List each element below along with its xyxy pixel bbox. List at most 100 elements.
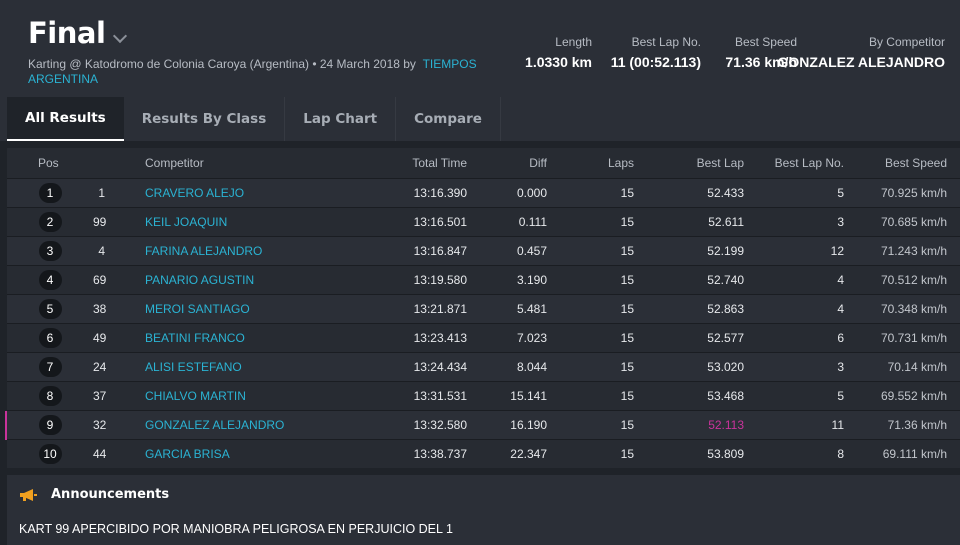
- laps-count: 15: [620, 215, 634, 229]
- total-time: 13:16.847: [413, 244, 467, 258]
- table-row[interactable]: 8 37 CHIALVO MARTIN 13:31.531 15.141 15 53.468…: [7, 381, 960, 410]
- table-row[interactable]: 5 38 MEROI SANTIAGO 13:21.871 5.481 15 52.863 4…: [7, 294, 960, 323]
- diff-value: 7.023: [516, 331, 547, 345]
- laps-count: 15: [620, 244, 634, 258]
- tab-all-results[interactable]: All Results: [7, 97, 124, 141]
- col-competitor[interactable]: Competitor: [145, 156, 204, 170]
- best-speed: 70.14 km/h: [887, 360, 947, 374]
- table-row[interactable]: 2 99 KEIL JOAQUIN 13:16.501 0.111 15 52.611 3 70…: [7, 207, 960, 236]
- pos-cell: 2: [7, 212, 93, 232]
- stat-label: By Competitor: [868, 35, 945, 49]
- best-lap: 52.199: [707, 244, 744, 258]
- total-time: 13:32.580: [413, 418, 467, 432]
- best-speed: 70.925 km/h: [880, 186, 947, 200]
- best-lap-no: 3: [837, 360, 844, 374]
- col-best-lap-no[interactable]: Best Lap No.: [774, 156, 844, 170]
- stat-value: GONZALEZ ALEJANDRO: [777, 54, 945, 70]
- competitor-link[interactable]: KEIL JOAQUIN: [145, 215, 228, 229]
- best-speed: 70.731 km/h: [880, 331, 947, 345]
- event-subtitle: Karting @ Katodromo de Colonia Caroya (A…: [28, 57, 488, 87]
- col-total-time[interactable]: Total Time: [412, 156, 467, 170]
- col-diff[interactable]: Diff: [529, 156, 547, 170]
- announcements-header: Announcements: [19, 487, 169, 502]
- diff-value: 3.190: [516, 273, 547, 287]
- table-row[interactable]: 9 32 GONZALEZ ALEJANDRO 13:32.580 16.190 15 52…: [5, 410, 960, 440]
- best-lap-no: 4: [837, 302, 844, 316]
- position-badge: 6: [38, 328, 62, 348]
- car-number: 1: [98, 186, 105, 200]
- laps-count: 15: [620, 331, 634, 345]
- pos-cell: 5: [7, 299, 93, 319]
- session-title[interactable]: Final: [28, 16, 106, 50]
- best-speed: 70.348 km/h: [880, 302, 947, 316]
- results-table: Pos Competitor Total Time Diff Laps Best…: [5, 148, 960, 468]
- laps-count: 15: [620, 186, 634, 200]
- best-lap: 53.020: [707, 360, 744, 374]
- diff-value: 5.481: [516, 302, 547, 316]
- car-number: 49: [93, 331, 107, 345]
- pos-cell: 4: [7, 270, 93, 290]
- best-speed: 70.512 km/h: [880, 273, 947, 287]
- position-badge: 9: [38, 415, 62, 435]
- total-time: 13:16.501: [413, 215, 467, 229]
- best-lap-no: 5: [837, 186, 844, 200]
- position-badge: 1: [38, 183, 62, 203]
- competitor-link[interactable]: PANARIO AGUSTIN: [145, 273, 255, 287]
- position-badge: 2: [38, 212, 62, 232]
- best-lap-no: 11: [831, 418, 844, 432]
- col-pos[interactable]: Pos: [38, 156, 59, 170]
- best-speed: 69.111 km/h: [882, 447, 947, 461]
- stat-length: Length 1.0330 km: [525, 35, 592, 70]
- competitor-link[interactable]: FARINA ALEJANDRO: [145, 244, 263, 258]
- laps-count: 15: [620, 447, 634, 461]
- competitor-link[interactable]: CRAVERO ALEJO: [145, 186, 245, 200]
- best-lap: 52.863: [707, 302, 744, 316]
- pos-cell: 1: [7, 183, 93, 203]
- stat-label: Best Speed: [734, 35, 797, 49]
- competitor-link[interactable]: MEROI SANTIAGO: [145, 302, 250, 316]
- car-number: 44: [93, 447, 107, 461]
- best-lap-no: 8: [837, 447, 844, 461]
- tab-results-by-class[interactable]: Results By Class: [124, 97, 286, 141]
- best-lap-no: 4: [837, 273, 844, 287]
- best-lap-no: 6: [837, 331, 844, 345]
- table-row[interactable]: 1 1 CRAVERO ALEJO 13:16.390 0.000 15 52.433 5 70…: [7, 178, 960, 207]
- position-badge: 10: [38, 444, 62, 464]
- pos-cell: 7: [7, 357, 93, 377]
- chevron-down-icon[interactable]: [113, 28, 128, 44]
- diff-value: 16.190: [510, 418, 547, 432]
- best-speed: 71.36 km/h: [887, 418, 947, 432]
- car-number: 69: [93, 273, 107, 287]
- col-best-speed[interactable]: Best Speed: [884, 156, 947, 170]
- table-row[interactable]: 10 44 GARCIA BRISA 13:38.737 22.347 15 53.809 8…: [7, 439, 960, 468]
- competitor-link[interactable]: GARCIA BRISA: [145, 447, 230, 461]
- competitor-link[interactable]: ALISI ESTEFANO: [145, 360, 242, 374]
- best-lap: 52.113: [708, 418, 744, 432]
- total-time: 13:21.871: [413, 302, 467, 316]
- table-row[interactable]: 6 49 BEATINI FRANCO 13:23.413 7.023 15 52.577 6…: [7, 323, 960, 352]
- stat-label: Best Lap No.: [631, 35, 701, 49]
- col-laps[interactable]: Laps: [607, 156, 634, 170]
- announcements-panel: Announcements KART 99 APERCIBIDO POR MAN…: [7, 475, 960, 545]
- car-number: 37: [93, 389, 107, 403]
- organizer-link[interactable]: TIEMPOS ARGENTINA: [28, 57, 477, 86]
- competitor-link[interactable]: CHIALVO MARTIN: [145, 389, 246, 403]
- competitor-link[interactable]: BEATINI FRANCO: [145, 331, 245, 345]
- title-row[interactable]: Final: [28, 16, 128, 50]
- stat-best-lap-no: Best Lap No. 11 (00:52.113): [611, 35, 701, 70]
- table-row[interactable]: 3 4 FARINA ALEJANDRO 13:16.847 0.457 15 52.199…: [7, 236, 960, 265]
- stat-value: 1.0330 km: [525, 54, 592, 70]
- table-row[interactable]: 7 24 ALISI ESTEFANO 13:24.434 8.044 15 53.020 3…: [7, 352, 960, 381]
- table-row[interactable]: 4 69 PANARIO AGUSTIN 13:19.580 3.190 15 52.740…: [7, 265, 960, 294]
- table-header: Pos Competitor Total Time Diff Laps Best…: [7, 148, 960, 178]
- results-tabs: All Results Results By Class Lap Chart C…: [7, 97, 501, 141]
- pos-cell: 10: [7, 444, 93, 464]
- best-lap: 52.611: [708, 215, 744, 229]
- tab-lap-chart[interactable]: Lap Chart: [285, 97, 397, 141]
- col-best-lap[interactable]: Best Lap: [696, 156, 744, 170]
- event-header: Final Karting @ Katodromo de Colonia Car…: [0, 0, 960, 97]
- pos-cell: 8: [7, 386, 93, 406]
- competitor-link[interactable]: GONZALEZ ALEJANDRO: [145, 418, 285, 432]
- tab-compare[interactable]: Compare: [396, 97, 501, 141]
- table-body: 1 1 CRAVERO ALEJO 13:16.390 0.000 15 52.433 5 70…: [5, 178, 960, 468]
